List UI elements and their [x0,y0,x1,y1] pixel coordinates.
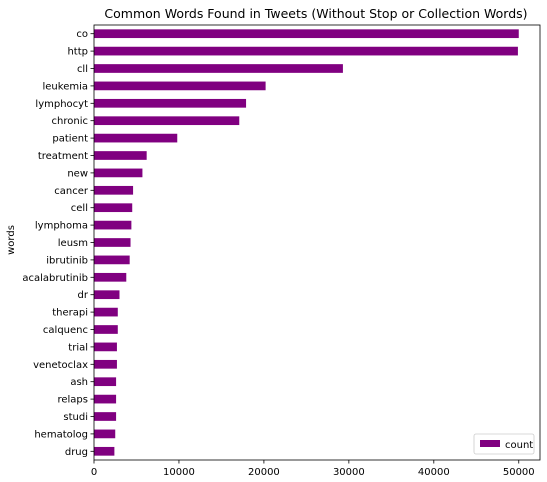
y-tick-label: trial [68,342,88,353]
y-ticks-group: co http cll leukemia lymphocyt chronic patient… [22,29,94,458]
x-tick-label: 50000 [503,467,535,478]
y-tick-label: dr [78,290,89,301]
bar-calquenc [94,325,118,334]
y-tick-label: lymphoma [35,221,88,232]
bar-cancer [94,186,133,195]
y-tick-label: studi [63,412,88,423]
y-tick-label: drug [65,447,88,458]
y-tick-label: ash [70,377,88,388]
bar-new [94,169,142,178]
bar-lymphoma [94,221,131,230]
bar-co [94,29,519,38]
x-tick-label: 40000 [418,467,450,478]
y-tick-label: chronic [52,116,88,127]
y-tick-label: cll [77,64,88,75]
x-tick-label: 30000 [333,467,365,478]
legend: count [474,434,534,454]
y-tick-label: co [76,29,88,40]
bar-leukemia [94,82,266,91]
y-axis-label: words [6,225,17,255]
x-ticks-group: 0 10000 20000 30000 40000 50000 [91,460,535,478]
bar-http [94,47,518,56]
bar-therapi [94,308,118,317]
y-tick-label: calquenc [43,325,88,336]
y-tick-label: treatment [38,151,88,162]
bar-treatment [94,151,147,160]
bar-lymphocyt [94,99,246,108]
bar-ibrutinib [94,256,130,265]
y-tick-label: cell [71,203,88,214]
legend-label: count [505,440,533,451]
bar-leusm [94,238,131,247]
x-tick-label: 20000 [248,467,280,478]
bar-relaps [94,395,116,404]
bar-acalabrutinib [94,273,126,282]
y-tick-label: acalabrutinib [22,273,88,284]
y-tick-label: ibrutinib [46,255,88,266]
y-tick-label: lymphocyt [35,99,88,110]
bar-patient [94,134,177,143]
x-tick-label: 0 [91,467,97,478]
y-tick-label: relaps [57,395,88,406]
y-tick-label: new [67,168,88,179]
y-tick-label: cancer [54,186,89,197]
x-tick-label: 10000 [163,467,195,478]
bar-dr [94,290,119,299]
y-tick-label: hematolog [34,429,88,440]
y-tick-label: leukemia [42,81,88,92]
y-tick-label: venetoclax [33,360,88,371]
bar-cell [94,203,132,212]
bar-drug [94,447,114,456]
bar-ash [94,377,116,386]
legend-swatch [480,440,500,447]
y-tick-label: patient [52,134,88,145]
y-tick-label: therapi [52,308,88,319]
bar-studi [94,412,116,421]
bar-trial [94,343,117,352]
bar-chronic [94,116,239,125]
y-tick-label: http [67,47,88,58]
bar-cll [94,64,343,73]
chart-title: Common Words Found in Tweets (Without St… [104,6,527,21]
y-tick-label: leusm [58,238,88,249]
bar-venetoclax [94,360,117,369]
bar-hematolog [94,430,115,439]
bars-group [94,29,519,455]
